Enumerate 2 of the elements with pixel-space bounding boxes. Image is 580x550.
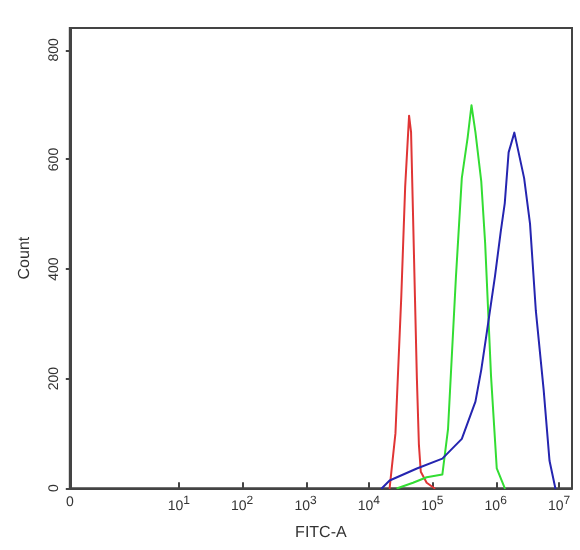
y-axis-title: Count [15,235,33,280]
x-axis-title: FITC-A [295,523,348,541]
